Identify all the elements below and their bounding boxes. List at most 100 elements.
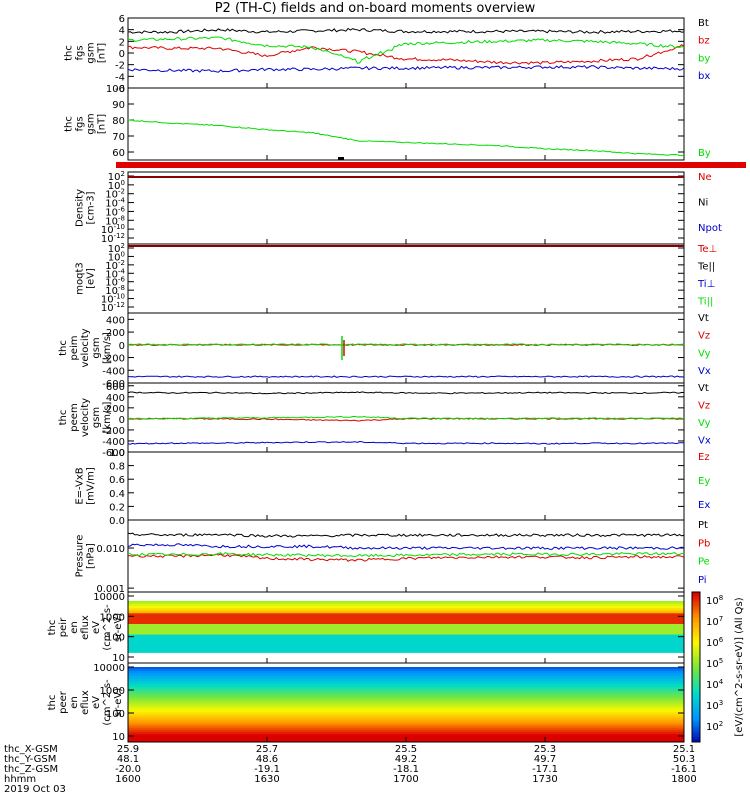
y-tick-label: 10000 (93, 663, 125, 674)
y-tick-label: 60 (112, 148, 125, 159)
colorbar-cell (692, 614, 700, 618)
y-tick-label: 0.4 (109, 489, 125, 500)
y-axis-label: (cm^2-s- (102, 679, 113, 726)
y-axis-label: thc (58, 410, 69, 426)
panel-frame (127, 171, 685, 245)
legend-Npot: Npot (698, 223, 722, 234)
legend-Vt: Vt (698, 383, 709, 394)
colorbar-cell (692, 602, 700, 605)
colorbar-cell (692, 732, 700, 735)
page-title: P2 (TH-C) fields and on-board moments ov… (214, 1, 536, 16)
series-pressure-Pt (127, 532, 685, 538)
y-tick-label: 102 (108, 170, 125, 183)
colorbar-cell (692, 712, 700, 715)
y-tick-label: 1.0 (109, 448, 125, 459)
colorbar-tick: 105 (706, 657, 723, 670)
spectrogram-band (128, 604, 684, 607)
y-tick-label: 10-10 (101, 223, 125, 236)
spectrogram-band (128, 668, 684, 672)
y-tick-label: -4 (115, 72, 125, 83)
colorbar-tick: 103 (706, 699, 723, 712)
spectrogram-band (128, 700, 684, 703)
legend-by: by (698, 53, 710, 64)
orbit-value: -16.1 (671, 764, 697, 775)
series-fgs-by-By (127, 119, 685, 157)
legend-Ex: Ex (698, 500, 710, 511)
y-tick-label: 102 (108, 242, 125, 255)
spectrogram-band (128, 636, 684, 639)
colorbar-cell (692, 689, 700, 693)
y-tick-label: 10000 (93, 592, 125, 603)
colorbar-cell (692, 739, 700, 743)
spectrogram-band (128, 627, 684, 630)
legend-Vx: Vx (698, 435, 711, 446)
spectrogram-band (128, 670, 684, 674)
colorbar-cell (692, 734, 700, 738)
y-tick-label: 100 (108, 250, 125, 263)
legend-Ey: Ey (698, 476, 710, 487)
series-fgs-bz (127, 44, 685, 65)
spectrogram-band (128, 680, 684, 684)
orbit-label: thc_Z-GSM (4, 764, 58, 775)
y-tick-label: 10-4 (105, 197, 125, 210)
colorbar-cell (692, 657, 700, 660)
y-axis-label: E=-VxB (75, 467, 86, 504)
colorbar-cell (692, 592, 700, 595)
colorbar-cell (692, 599, 700, 603)
spectrogram-band (128, 639, 684, 643)
orbit-value: 1700 (393, 774, 418, 785)
y-tick-label: 100 (108, 179, 125, 192)
colorbar-cell (692, 667, 700, 670)
spectrogram-band (128, 690, 684, 694)
spectrogram-band (128, 716, 684, 719)
spectrogram-band (128, 732, 684, 735)
y-axis-label: gsm (91, 407, 102, 428)
orbit-value: 25.1 (673, 744, 695, 755)
y-tick-label: 10-6 (105, 276, 125, 289)
orbit-value: -19.1 (254, 764, 280, 775)
y-tick-label: 2 (119, 37, 125, 48)
y-tick-label: 200 (106, 404, 125, 415)
y-tick-label: 10-2 (105, 188, 125, 201)
colorbar-cell (692, 642, 700, 645)
series-pressure-Pb (127, 553, 685, 562)
colorbar-tick: 107 (706, 615, 723, 628)
spectrogram-band (128, 706, 684, 709)
spectrogram-band (128, 672, 684, 676)
orbit-value: 49.2 (395, 754, 417, 765)
spectrogram-band (128, 667, 684, 670)
colorbar-cell (692, 694, 700, 698)
spectrogram-band (128, 608, 684, 611)
spectrogram-band (128, 678, 684, 682)
legend-Pe: Pe (698, 557, 710, 568)
colorbar-cell (692, 679, 700, 683)
spectrogram-band (128, 686, 684, 690)
spectrogram-band (128, 634, 684, 637)
colorbar-cell (692, 687, 700, 690)
y-tick-label: 0.2 (109, 502, 125, 513)
spectrogram-band (128, 688, 684, 692)
y-axis-label: Density (75, 189, 86, 227)
colorbar-cell (692, 594, 700, 598)
quality-flag-mark (338, 157, 344, 160)
y-axis-label: peir (58, 617, 69, 637)
y-tick-label: 400 (106, 393, 125, 404)
orbit-value: 49.7 (534, 754, 556, 765)
legend-Vz: Vz (698, 400, 710, 411)
orbit-value: 1730 (532, 774, 557, 785)
colorbar-cell (692, 659, 700, 663)
legend-bx: bx (698, 71, 710, 82)
panel-frame (127, 243, 685, 314)
y-axis-label: moqt3 (75, 262, 86, 295)
y-tick-label: -2 (115, 61, 125, 72)
colorbar-cell (692, 617, 700, 620)
spectrogram-band (128, 696, 684, 700)
legend-bz: bz (698, 36, 710, 47)
colorbar-cell (692, 629, 700, 633)
y-tick-label: 10-8 (105, 214, 125, 227)
y-axis-label: gsm (86, 42, 97, 63)
colorbar-cell (692, 607, 700, 610)
series-pressure-Pi (127, 543, 685, 550)
y-tick-label: 10-12 (101, 232, 125, 245)
series-fgs-Bt (127, 27, 685, 34)
